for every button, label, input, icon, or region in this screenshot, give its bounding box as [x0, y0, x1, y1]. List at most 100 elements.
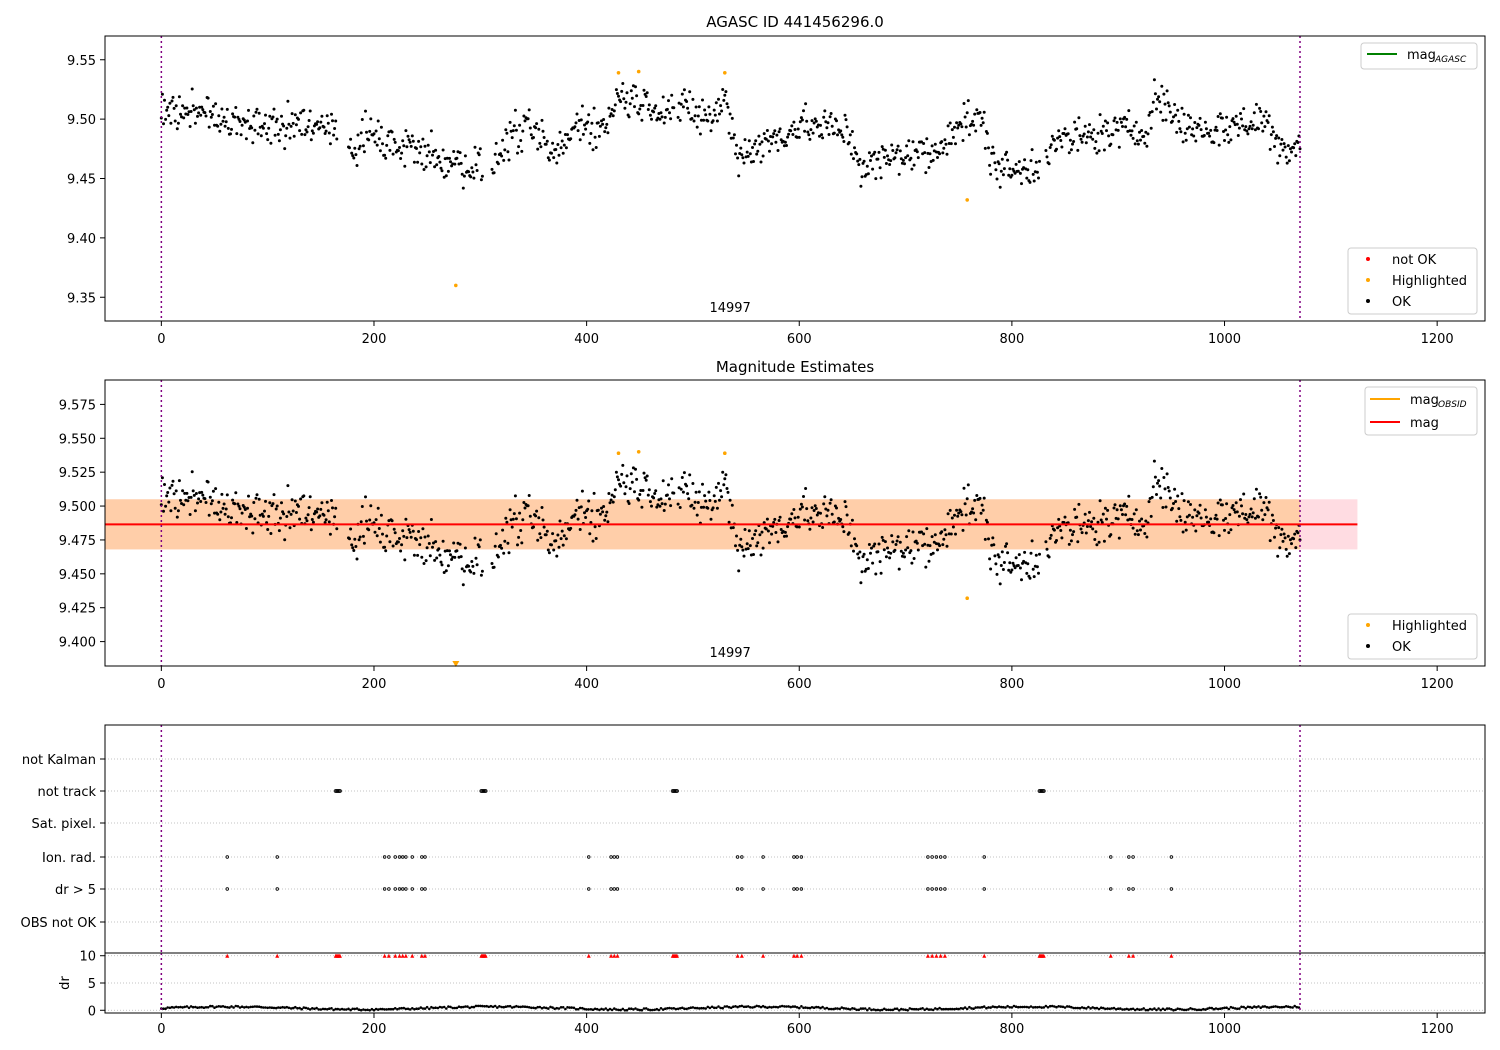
top-ok-point	[819, 123, 822, 127]
top-ok-point	[1030, 148, 1034, 152]
top-ok-point	[1240, 117, 1243, 121]
top-ok-point	[1284, 155, 1288, 159]
dr-point	[245, 1005, 248, 1009]
top-ok-point	[891, 149, 895, 152]
top-ok-point	[1049, 143, 1053, 147]
dr-point	[204, 1006, 208, 1009]
middle-ok-point	[416, 553, 420, 557]
top-ok-point	[576, 129, 580, 133]
dr-point	[1293, 1004, 1296, 1008]
middle-ok-point	[175, 515, 179, 519]
dr-point	[379, 1007, 382, 1011]
dr-point	[334, 1007, 338, 1011]
middle-ok-point	[1223, 528, 1226, 532]
middle-ok-point	[826, 508, 830, 512]
dr-point	[778, 1005, 782, 1008]
top-legend-marker	[1366, 278, 1370, 282]
middle-ok-point	[755, 544, 759, 548]
top-ok-point	[564, 146, 568, 150]
middle-ok-point	[1250, 515, 1254, 519]
middle-ok-point	[458, 542, 462, 546]
top-ok-point	[552, 156, 556, 160]
top-xtick-label: 1000	[1208, 332, 1241, 347]
top-ok-point	[1090, 131, 1094, 135]
dr-ytick-label: 5	[88, 977, 96, 992]
top-ok-point	[971, 119, 975, 123]
middle-ok-point	[1101, 512, 1105, 516]
top-ok-point	[517, 145, 521, 149]
dr-gt-5-flag-point	[387, 887, 391, 891]
dr-point	[415, 1007, 418, 1010]
top-ok-point	[1247, 127, 1251, 131]
top-ok-point	[1007, 173, 1011, 177]
middle-ok-point	[428, 554, 432, 558]
top-ok-point	[1068, 138, 1072, 142]
middle-ok-point	[1220, 503, 1224, 507]
middle-ok-point	[1083, 512, 1087, 516]
dr-point	[780, 1004, 784, 1008]
middle-ok-point	[1274, 526, 1278, 530]
top-ok-point	[1067, 151, 1071, 155]
middle-ok-point	[240, 511, 244, 515]
middle-ok-point	[861, 555, 865, 559]
top-ok-point	[1177, 119, 1181, 123]
top-ok-point	[889, 159, 893, 163]
middle-ok-point	[962, 486, 966, 490]
middle-ok-point	[814, 507, 818, 510]
middle-ok-point	[912, 557, 916, 560]
middle-ok-point	[1270, 513, 1274, 517]
dr-point	[1080, 1006, 1084, 1009]
middle-ok-point	[290, 498, 294, 502]
middle-ok-point	[742, 554, 746, 558]
middle-ok-point	[888, 556, 892, 560]
top-ok-point	[304, 128, 308, 132]
middle-ok-point	[879, 571, 883, 575]
top-ok-point	[411, 139, 415, 143]
middle-ok-point	[368, 518, 372, 522]
middle-ok-point	[956, 514, 960, 518]
middle-ok-point	[419, 536, 423, 540]
middle-ok-point	[1069, 539, 1073, 543]
top-ok-point	[424, 165, 428, 169]
middle-ok-point	[1028, 576, 1032, 580]
top-ok-point	[1073, 120, 1077, 124]
middle-ok-point	[492, 565, 496, 569]
dr-point	[985, 1006, 988, 1010]
middle-ok-point	[971, 507, 975, 511]
middle-ok-point	[274, 507, 278, 511]
dr-point	[1257, 1005, 1260, 1008]
dr-point	[608, 1007, 612, 1011]
top-ok-point	[431, 153, 434, 157]
dr-point	[585, 1008, 588, 1011]
middle-ok-point	[593, 525, 597, 529]
top-ok-point	[646, 108, 650, 111]
dr-point	[168, 1006, 172, 1010]
dr-point	[1246, 1005, 1250, 1009]
middle-ok-point	[1162, 476, 1166, 479]
top-ok-point	[820, 133, 824, 137]
dr-point	[1019, 1005, 1022, 1009]
middle-ok-point	[384, 549, 388, 553]
dr-point	[523, 1005, 527, 1008]
middle-ok-point	[877, 542, 881, 546]
dr-point	[1278, 1006, 1282, 1009]
top-ok-point	[316, 120, 320, 124]
dr-xtick-label: 1200	[1421, 1022, 1454, 1037]
middle-ok-point	[1145, 535, 1149, 539]
dr-point	[547, 1007, 550, 1010]
dr-point	[770, 1006, 773, 1009]
top-ok-point	[696, 114, 700, 118]
middle-ok-point	[188, 513, 192, 516]
middle-ok-point	[602, 505, 606, 508]
ion-rad-flag-point	[943, 855, 947, 859]
top-ok-point	[686, 106, 690, 110]
top-ok-point	[898, 149, 902, 153]
dr-clipped-marker	[739, 953, 744, 958]
dr-point	[1119, 1007, 1122, 1010]
middle-ok-point	[320, 501, 324, 505]
middle-ok-point	[1094, 530, 1098, 534]
top-ok-point	[715, 119, 719, 123]
top-ok-point	[1214, 125, 1218, 129]
top-ok-point	[381, 142, 384, 146]
